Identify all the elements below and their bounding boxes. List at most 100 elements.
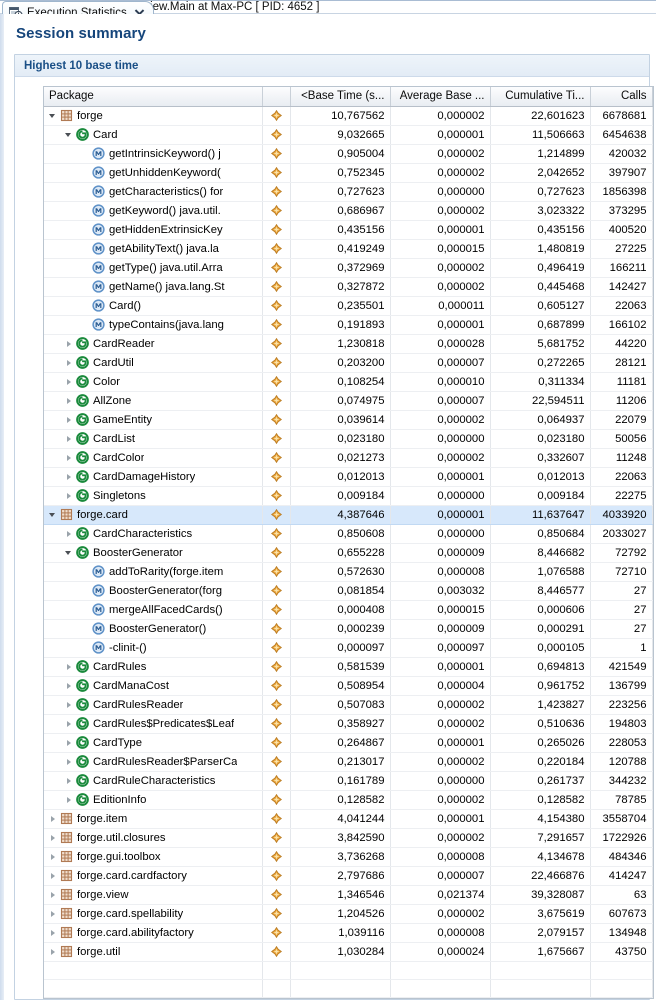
- cell-flag[interactable]: [262, 904, 291, 924]
- cell-flag[interactable]: [262, 524, 291, 544]
- cell-flag[interactable]: [262, 429, 291, 449]
- tree-expander-collapsed[interactable]: [64, 373, 75, 391]
- diamond-flag-icon[interactable]: [263, 734, 290, 752]
- cell-flag[interactable]: [262, 144, 291, 164]
- diamond-flag-icon[interactable]: [263, 677, 290, 695]
- cell-package[interactable]: forge: [44, 106, 263, 126]
- tree-expander-collapsed[interactable]: [64, 753, 75, 771]
- cell-package[interactable]: -clinit-(): [44, 638, 263, 658]
- column-header-base-time[interactable]: <Base Time (s...: [290, 87, 391, 107]
- diamond-flag-icon[interactable]: [263, 373, 290, 391]
- diamond-flag-icon[interactable]: [263, 354, 290, 372]
- cell-flag[interactable]: [262, 619, 291, 639]
- table-row[interactable]: getHiddenExtrinsicKey 0,435156 0,000001 0,4…: [44, 220, 653, 240]
- tree-expander-collapsed[interactable]: [64, 487, 75, 505]
- table-row[interactable]: forge.card.abilityfactory 1,039116 0,00000…: [44, 923, 653, 943]
- cell-package[interactable]: mergeAllFacedCards(): [44, 600, 263, 620]
- cell-flag[interactable]: [262, 201, 291, 221]
- tree-expander-collapsed[interactable]: [64, 734, 75, 752]
- table-row[interactable]: CardColor 0,021273 0,000002 0,332607 11248: [44, 448, 653, 468]
- cell-package[interactable]: forge.view: [44, 885, 263, 905]
- table-row[interactable]: addToRarity(forge.item 0,572630 0,000008 1,…: [44, 562, 653, 582]
- table-row[interactable]: getKeyword() java.util. 0,686967 0,000002 3…: [44, 201, 653, 221]
- table-row[interactable]: CardUtil 0,203200 0,000007 0,272265 28121: [44, 353, 653, 373]
- table-row[interactable]: getIntrinsicKeyword() j 0,905004 0,000002 1…: [44, 144, 653, 164]
- table-row[interactable]: forge.card.cardfactory 2,797686 0,000007 22…: [44, 866, 653, 886]
- cell-flag[interactable]: [262, 866, 291, 886]
- table-row[interactable]: GameEntity 0,039614 0,000002 0,064937 22079: [44, 410, 653, 430]
- cell-package[interactable]: getIntrinsicKeyword() j: [44, 144, 263, 164]
- tree-expander-collapsed[interactable]: [64, 411, 75, 429]
- cell-flag[interactable]: [262, 923, 291, 943]
- tree-expander-collapsed[interactable]: [48, 867, 59, 885]
- tree-expander-collapsed[interactable]: [64, 677, 75, 695]
- tree-expander-collapsed[interactable]: [64, 449, 75, 467]
- diamond-flag-icon[interactable]: [263, 164, 290, 182]
- cell-package[interactable]: BoosterGenerator(): [44, 619, 263, 639]
- cell-package[interactable]: forge.card.cardfactory: [44, 866, 263, 886]
- cell-package[interactable]: CardRulesReader$ParserCa: [44, 752, 263, 772]
- diamond-flag-icon[interactable]: [263, 715, 290, 733]
- diamond-flag-icon[interactable]: [263, 449, 290, 467]
- column-header-flag[interactable]: [262, 87, 291, 107]
- tree-expander-collapsed[interactable]: [64, 468, 75, 486]
- diamond-flag-icon[interactable]: [263, 278, 290, 296]
- cell-flag[interactable]: [262, 809, 291, 829]
- diamond-flag-icon[interactable]: [263, 183, 290, 201]
- diamond-flag-icon[interactable]: [263, 639, 290, 657]
- tree-expander-collapsed[interactable]: [64, 658, 75, 676]
- tree-expander-expanded[interactable]: [48, 107, 59, 125]
- diamond-flag-icon[interactable]: [263, 506, 290, 524]
- diamond-flag-icon[interactable]: [263, 582, 290, 600]
- cell-flag[interactable]: [262, 410, 291, 430]
- tree-expander-expanded[interactable]: [64, 544, 75, 562]
- diamond-flag-icon[interactable]: [263, 867, 290, 885]
- table-row[interactable]: CardDamageHistory 0,012013 0,000001 0,01201…: [44, 467, 653, 487]
- cell-flag[interactable]: [262, 125, 291, 145]
- diamond-flag-icon[interactable]: [263, 316, 290, 334]
- table-row[interactable]: CardReader 1,230818 0,000028 5,681752 44220: [44, 334, 653, 354]
- table-row[interactable]: AllZone 0,074975 0,000007 22,594511 11206: [44, 391, 653, 411]
- cell-package[interactable]: CardRules: [44, 657, 263, 677]
- tree-expander-collapsed[interactable]: [48, 905, 59, 923]
- table-row[interactable]: BoosterGenerator() 0,000239 0,000009 0,0002…: [44, 619, 653, 639]
- cell-flag[interactable]: [262, 733, 291, 753]
- diamond-flag-icon[interactable]: [263, 259, 290, 277]
- diamond-flag-icon[interactable]: [263, 772, 290, 790]
- diamond-flag-icon[interactable]: [263, 468, 290, 486]
- cell-flag[interactable]: [262, 638, 291, 658]
- cell-package[interactable]: forge.card: [44, 505, 263, 525]
- diamond-flag-icon[interactable]: [263, 392, 290, 410]
- table-row[interactable]: getType() java.util.Arra 0,372969 0,000002…: [44, 258, 653, 278]
- cell-flag[interactable]: [262, 220, 291, 240]
- cell-package[interactable]: getHiddenExtrinsicKey: [44, 220, 263, 240]
- cell-package[interactable]: Singletons: [44, 486, 263, 506]
- column-header-cumulative-time[interactable]: Cumulative Ti...: [490, 87, 591, 107]
- cell-flag[interactable]: [262, 790, 291, 810]
- tree-expander-collapsed[interactable]: [64, 335, 75, 353]
- table-row[interactable]: Color 0,108254 0,000010 0,311334 11181: [44, 372, 653, 392]
- table-row[interactable]: EditionInfo 0,128582 0,000002 0,128582 78785: [44, 790, 653, 810]
- column-header-average-base-time[interactable]: Average Base ...: [390, 87, 491, 107]
- cell-package[interactable]: forge.card.abilityfactory: [44, 923, 263, 943]
- cell-flag[interactable]: [262, 315, 291, 335]
- cell-package[interactable]: typeContains(java.lang: [44, 315, 263, 335]
- table-row[interactable]: CardCharacteristics 0,850608 0,000000 0,850…: [44, 524, 653, 544]
- table-row[interactable]: CardRulesReader 0,507083 0,000002 1,423827 2…: [44, 695, 653, 715]
- cell-package[interactable]: CardList: [44, 429, 263, 449]
- table-row[interactable]: forge.view 1,346546 0,021374 39,328087 63: [44, 885, 653, 905]
- tree-expander-collapsed[interactable]: [48, 886, 59, 904]
- diamond-flag-icon[interactable]: [263, 544, 290, 562]
- cell-package[interactable]: forge.item: [44, 809, 263, 829]
- diamond-flag-icon[interactable]: [263, 791, 290, 809]
- table-row[interactable]: CardRuleCharacteristics 0,161789 0,000000 0…: [44, 771, 653, 791]
- tree-expander-collapsed[interactable]: [64, 696, 75, 714]
- diamond-flag-icon[interactable]: [263, 848, 290, 866]
- cell-package[interactable]: addToRarity(forge.item: [44, 562, 263, 582]
- cell-package[interactable]: GameEntity: [44, 410, 263, 430]
- cell-flag[interactable]: [262, 182, 291, 202]
- cell-flag[interactable]: [262, 277, 291, 297]
- cell-package[interactable]: forge.util: [44, 942, 263, 962]
- table-row[interactable]: CardList 0,023180 0,000000 0,023180 50056: [44, 429, 653, 449]
- table-row[interactable]: getCharacteristics() for 0,727623 0,000000…: [44, 182, 653, 202]
